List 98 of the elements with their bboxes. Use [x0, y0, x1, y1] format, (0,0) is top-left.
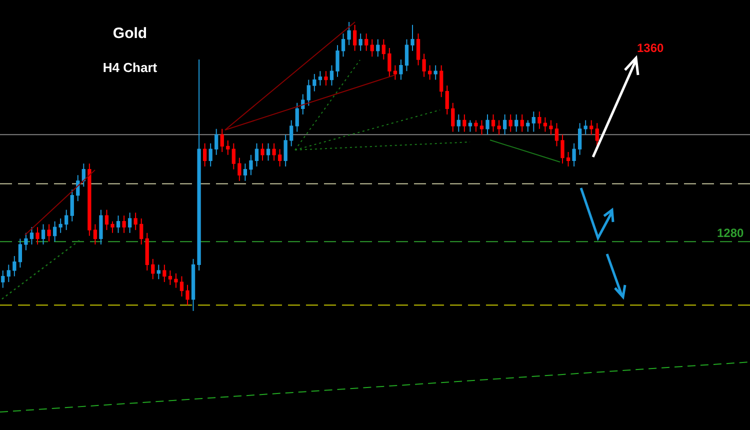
candlestick — [520, 114, 524, 132]
candlestick — [243, 163, 248, 182]
candlestick — [358, 33, 362, 52]
candlestick — [590, 120, 594, 136]
candlestick — [278, 148, 282, 167]
candlestick — [410, 24, 414, 52]
candlestick — [347, 21, 351, 46]
candlestick — [324, 70, 328, 86]
candlestick — [208, 142, 212, 167]
candlestick — [306, 79, 310, 106]
candlestick — [272, 142, 276, 162]
candlestick — [122, 215, 126, 234]
candlestick — [514, 114, 518, 132]
candlestick — [538, 111, 542, 130]
candlestick — [508, 114, 512, 132]
candlestick — [341, 33, 346, 58]
text: 1280 — [717, 226, 744, 240]
candlestick — [58, 218, 62, 234]
candlestick — [532, 111, 536, 132]
candlestick — [260, 142, 264, 162]
candlestick — [93, 224, 98, 245]
candlestick — [572, 142, 576, 167]
candlestick — [554, 122, 559, 147]
candlestick — [393, 64, 398, 80]
candlestick — [416, 33, 420, 66]
candlestick — [404, 38, 409, 72]
candlestick — [134, 212, 138, 231]
candlestick — [388, 47, 392, 78]
candlestick — [36, 226, 40, 245]
chart-title: Gold — [112, 25, 148, 42]
candlestick — [162, 264, 166, 283]
candlestick — [30, 226, 34, 245]
candlestick — [226, 140, 230, 156]
candlestick — [497, 120, 501, 136]
candlestick — [543, 116, 548, 132]
candlestick — [549, 120, 553, 136]
candlestick — [399, 59, 403, 80]
candlestick — [180, 276, 184, 297]
candlestick — [474, 120, 478, 132]
candlestick — [451, 102, 455, 132]
candlestick — [254, 142, 259, 167]
candlestick — [382, 38, 386, 60]
text: 1360 — [637, 41, 664, 55]
candlestick — [70, 189, 74, 222]
candlestick — [168, 270, 172, 286]
candlestick — [220, 128, 224, 153]
candlestick — [284, 134, 288, 167]
candlestick — [560, 134, 564, 164]
candlestick — [422, 53, 426, 78]
candlestick — [468, 120, 472, 132]
candlestick — [249, 154, 253, 176]
candlestick — [434, 64, 438, 80]
candlestick — [41, 224, 46, 245]
candlestick — [312, 73, 316, 92]
candlestick — [462, 114, 466, 132]
candlestick — [584, 120, 588, 136]
candlestick — [64, 209, 68, 231]
candlestick — [116, 215, 120, 234]
candlestick — [140, 218, 144, 245]
candlestick — [156, 264, 160, 280]
candlestick — [491, 114, 496, 132]
candlestick — [440, 64, 444, 98]
candlestick — [318, 70, 322, 86]
candlestick — [330, 64, 334, 86]
candlestick — [214, 128, 218, 156]
candlestick — [99, 209, 103, 245]
candlestick — [578, 122, 582, 156]
candlestick — [445, 85, 449, 115]
candlestick — [566, 152, 570, 167]
candlestick — [238, 157, 242, 182]
candlestick — [480, 120, 484, 136]
text: H4 Chart — [102, 60, 158, 75]
candlestick — [526, 120, 530, 132]
candlestick — [24, 232, 28, 251]
candlestick — [502, 114, 507, 136]
candlestick — [174, 272, 178, 288]
candlestick — [352, 24, 357, 52]
candlestick — [1, 270, 5, 288]
candlestick — [456, 114, 460, 132]
candlestick — [186, 284, 190, 306]
candlestick — [486, 114, 490, 136]
candlestick — [295, 102, 299, 132]
candlestick — [18, 238, 22, 268]
candlestick — [364, 33, 368, 52]
candlestick — [128, 212, 132, 234]
candlestick — [104, 209, 109, 231]
candlestick — [202, 142, 207, 167]
candlestick — [232, 142, 236, 170]
candlestick — [151, 258, 155, 280]
candlestick — [6, 264, 10, 283]
candlestick — [595, 122, 599, 147]
candlestick — [336, 44, 340, 78]
candlestick — [52, 220, 57, 242]
candlestick — [290, 120, 294, 147]
candlestick — [428, 64, 432, 80]
candlestick — [12, 256, 16, 277]
candlestick — [47, 224, 51, 242]
candlestick — [110, 220, 114, 234]
